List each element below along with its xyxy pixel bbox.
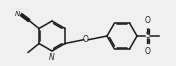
Text: N: N bbox=[14, 11, 20, 17]
Text: O: O bbox=[145, 47, 151, 56]
Text: O: O bbox=[145, 16, 151, 25]
Text: O: O bbox=[83, 35, 89, 44]
Text: S: S bbox=[146, 31, 150, 41]
Text: N: N bbox=[49, 53, 55, 62]
